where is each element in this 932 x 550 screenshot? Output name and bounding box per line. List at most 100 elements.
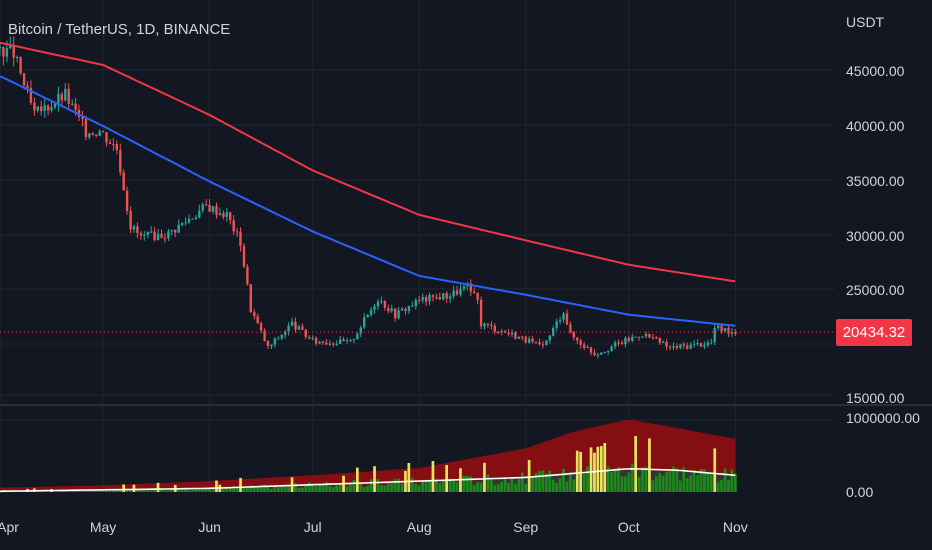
candle-body <box>57 94 60 104</box>
volume-bar <box>606 466 610 492</box>
candle-body <box>627 337 630 341</box>
candle-body <box>153 231 156 241</box>
candle-body <box>607 351 610 352</box>
candle-body <box>122 172 125 191</box>
candle-body <box>706 342 710 346</box>
volume-bar <box>259 485 263 492</box>
volume-bar <box>294 483 297 492</box>
volume-bar <box>493 485 497 492</box>
candle-body <box>483 323 486 327</box>
volume-bar <box>369 479 373 492</box>
candle-body <box>325 342 328 345</box>
volume-bar <box>734 473 737 492</box>
volume-bar <box>565 481 569 492</box>
volume-bar <box>514 484 517 492</box>
candle-body <box>314 338 318 344</box>
volume-bar <box>105 490 108 492</box>
volume-bar <box>703 469 706 492</box>
candle-body <box>19 57 22 74</box>
candle-body <box>163 237 167 239</box>
volume-bar <box>572 479 576 492</box>
candle-body <box>277 338 280 340</box>
volume-average-line <box>0 467 736 493</box>
candle-body <box>672 346 675 348</box>
candle-body <box>407 306 411 311</box>
volume-bar <box>600 446 603 492</box>
volume-bars <box>0 436 737 493</box>
volume-bar <box>211 489 215 492</box>
volume-bar <box>277 487 280 492</box>
volume-bar <box>661 475 665 492</box>
candle-body <box>301 326 304 330</box>
volume-bar <box>500 481 503 492</box>
candle-body <box>5 48 9 57</box>
volume-bar <box>462 476 466 492</box>
volume-bar <box>397 478 400 492</box>
volume-bar <box>692 470 696 492</box>
candle-body <box>284 331 287 335</box>
candle-body <box>129 211 132 230</box>
candle-body <box>218 213 222 215</box>
candle-body <box>239 231 242 247</box>
candle-body <box>696 343 699 345</box>
volume-bar <box>177 489 180 492</box>
volume-bar <box>146 488 150 492</box>
volume-bar <box>579 451 582 492</box>
volume-bar <box>132 484 136 492</box>
x-tick-label: Jul <box>304 519 322 535</box>
volume-bar <box>328 485 332 492</box>
x-tick-label: Aug <box>407 519 432 535</box>
candle-body <box>404 308 407 311</box>
volume-bar <box>301 487 304 492</box>
candle-body <box>235 231 239 233</box>
candle-body <box>12 45 15 58</box>
candle-body <box>9 45 12 49</box>
candle-body <box>71 103 74 105</box>
candle-body <box>198 210 201 218</box>
volume-bar <box>558 478 562 492</box>
candle-body <box>170 229 173 232</box>
candle-body <box>287 325 290 332</box>
candle-body <box>476 292 479 300</box>
volume-bar <box>510 477 514 492</box>
candle-body <box>174 229 177 233</box>
volume-upper-band <box>0 419 736 491</box>
candle-body <box>603 352 606 353</box>
candle-body <box>514 332 517 339</box>
volume-bar <box>136 490 139 492</box>
volume-bar <box>335 485 339 492</box>
candle-body <box>318 341 321 344</box>
volume-bar <box>263 484 266 492</box>
candle-body <box>658 337 661 343</box>
volume-bar <box>373 466 376 492</box>
candle-body <box>421 297 424 301</box>
candle-body <box>620 342 624 345</box>
volume-bar <box>658 472 662 492</box>
volume-bar <box>469 476 473 492</box>
volume-bar <box>538 470 541 492</box>
volume-bar <box>713 448 717 492</box>
volume-bar <box>411 477 414 492</box>
y-tick-label: 25000.00 <box>846 282 905 298</box>
candle-body <box>335 343 338 345</box>
candle-body <box>565 313 569 325</box>
volume-bar <box>362 487 366 492</box>
volume-bar <box>699 469 703 492</box>
candle-body <box>356 333 359 340</box>
volume-bar <box>239 477 242 492</box>
candle-body <box>662 342 665 343</box>
candle-body <box>507 332 510 335</box>
volume-bar <box>84 489 88 492</box>
candle-body <box>524 336 527 343</box>
volume-bar <box>266 485 270 492</box>
axis-labels: USDT 45000.00 40000.00 35000.00 30000.00 2500… <box>0 14 920 535</box>
candle-body <box>641 336 644 338</box>
volume-bar <box>331 487 335 492</box>
volume-bar <box>325 482 328 492</box>
volume-bar <box>280 484 284 492</box>
volume-bar <box>441 480 445 492</box>
candle-body <box>345 340 349 342</box>
candle-body <box>95 134 98 136</box>
volume-bar <box>142 489 146 492</box>
volume-bar <box>435 480 438 492</box>
